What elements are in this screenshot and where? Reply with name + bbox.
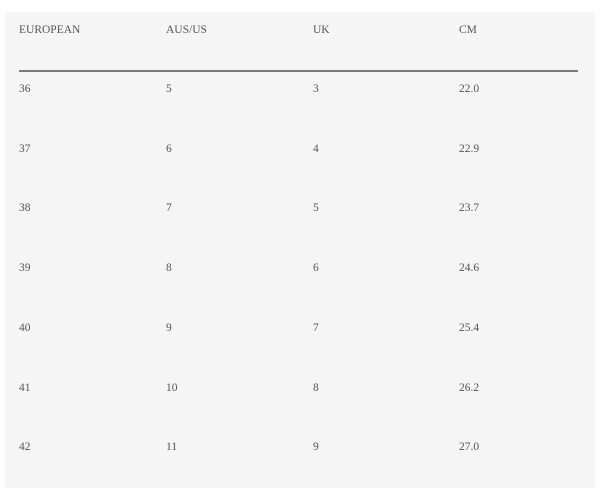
table-row: 37 6 4 22.9: [19, 139, 579, 159]
table-cell: 39: [19, 262, 31, 275]
table-header-row: EUROPEAN AUS/US UK CM: [19, 20, 579, 40]
table-cell: 38: [19, 202, 31, 215]
table-cell: 22.0: [459, 83, 480, 95]
table-cell: 6: [166, 142, 172, 155]
table-cell: 9: [166, 321, 172, 334]
table-row: 39 8 6 24.6: [19, 258, 579, 278]
table-cell: 3: [313, 83, 319, 95]
table-cell: 23.7: [459, 202, 480, 215]
table-cell: 7: [313, 321, 319, 334]
table-row: 42 11 9 27.0: [19, 437, 579, 457]
table-cell: 4: [313, 142, 319, 155]
table-cell: 10: [166, 381, 178, 394]
table-cell: 22.9: [459, 142, 480, 155]
table-cell: 6: [313, 262, 319, 275]
table-cell: 7: [166, 202, 172, 215]
table-row: 41 10 8 26.2: [19, 378, 579, 398]
table-cell: 37: [19, 142, 31, 155]
table-cell: 40: [19, 321, 31, 334]
table-row: 38 7 5 23.7: [19, 198, 579, 218]
table-cell: 5: [166, 83, 172, 95]
table-cell: 26.2: [459, 381, 480, 394]
table-cell: 36: [19, 83, 31, 95]
header-divider: [19, 70, 578, 72]
table-row: 36 5 3 22.0: [19, 79, 579, 99]
header-uk: UK: [313, 24, 330, 36]
table-cell: 42: [19, 441, 31, 454]
table-cell: 8: [166, 262, 172, 275]
table-cell: 25.4: [459, 321, 480, 334]
table-cell: 11: [166, 441, 178, 454]
table-cell: 27.0: [459, 441, 480, 454]
header-aus-us: AUS/US: [166, 24, 207, 36]
table-cell: 24.6: [459, 262, 480, 275]
header-cm: CM: [459, 24, 477, 36]
table-cell: 5: [313, 202, 319, 215]
table-cell: 8: [313, 381, 319, 394]
table-cell: 9: [313, 441, 319, 454]
size-chart-table: EUROPEAN AUS/US UK CM 36 5 3 22.0 37 6 4 22.9 38…: [5, 12, 595, 488]
header-european: EUROPEAN: [19, 24, 81, 36]
table-row: 40 9 7 25.4: [19, 318, 579, 338]
table-cell: 41: [19, 381, 31, 394]
